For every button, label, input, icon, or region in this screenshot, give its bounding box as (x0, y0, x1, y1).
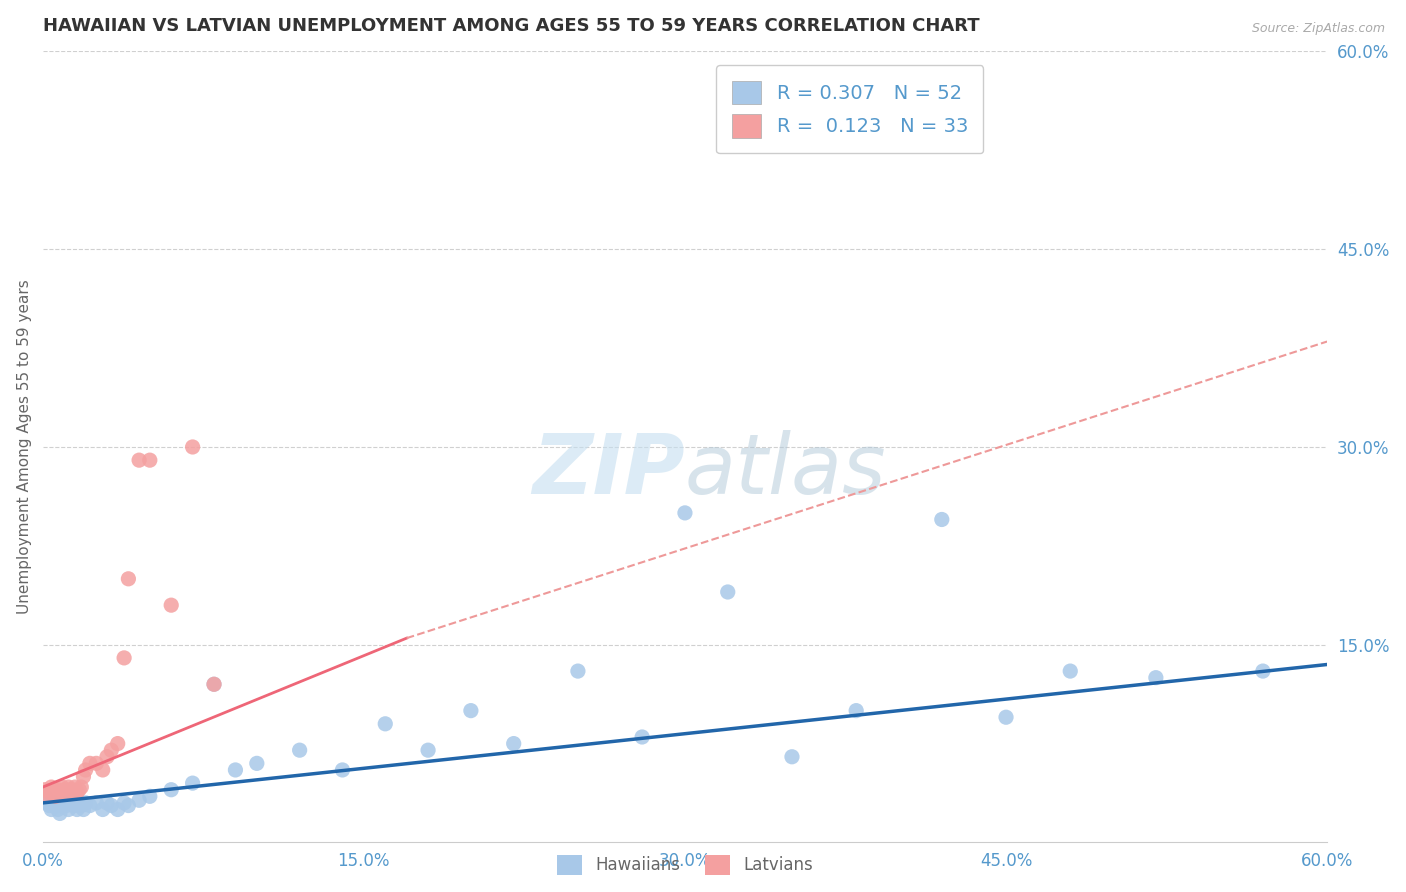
Point (53, 782, 76, 797)
Point (84, 796, 107, 810)
Point (63, 780, 86, 794)
Point (117, 798, 139, 813)
Point (53, 796, 76, 810)
Point (845, 704, 868, 718)
Point (202, 677, 225, 691)
Point (49, 806, 72, 821)
Point (45, 789, 67, 804)
Point (62, 793, 84, 807)
Point (717, 585, 740, 599)
Point (460, 704, 482, 718)
Point (84, 756, 107, 771)
Point (1144, 671, 1167, 685)
Point (160, 598, 183, 612)
Point (34, 782, 56, 797)
Point (51, 798, 73, 813)
Point (34, 789, 56, 804)
Y-axis label: Unemployment Among Ages 55 to 59 years: Unemployment Among Ages 55 to 59 years (17, 279, 32, 615)
Point (181, 440, 204, 454)
Text: HAWAIIAN VS LATVIAN UNEMPLOYMENT AMONG AGES 55 TO 59 YEARS CORRELATION CHART: HAWAIIAN VS LATVIAN UNEMPLOYMENT AMONG A… (42, 17, 980, 35)
Point (55, 785, 77, 799)
Point (70, 798, 93, 813)
Point (41, 780, 63, 794)
Text: Source: ZipAtlas.com: Source: ZipAtlas.com (1251, 22, 1385, 36)
Point (100, 743, 122, 757)
Point (91, 763, 114, 777)
Point (59, 782, 82, 797)
Legend: Hawaiians, Latvians: Hawaiians, Latvians (550, 848, 820, 881)
Point (288, 743, 311, 757)
Point (38, 785, 60, 799)
Point (79, 756, 101, 771)
Point (139, 789, 162, 804)
Point (160, 782, 183, 797)
Point (45, 798, 67, 813)
Point (91, 803, 114, 817)
Point (51, 780, 73, 794)
Point (62, 785, 84, 799)
Point (46, 803, 69, 817)
Point (79, 798, 101, 813)
Point (42, 785, 65, 799)
Point (112, 651, 135, 665)
Point (58, 780, 80, 794)
Point (202, 677, 225, 691)
Point (181, 776, 204, 790)
Point (59, 796, 82, 810)
Point (332, 763, 354, 777)
Point (128, 453, 150, 467)
Point (70, 780, 93, 794)
Point (107, 737, 129, 751)
Point (673, 506, 696, 520)
Point (631, 730, 654, 744)
Point (42, 796, 65, 810)
Point (58, 803, 80, 817)
Point (567, 664, 589, 678)
Point (96, 796, 118, 810)
Point (66, 803, 89, 817)
Point (995, 710, 1018, 724)
Point (374, 716, 396, 731)
Point (66, 785, 89, 799)
Point (100, 798, 122, 813)
Point (75, 796, 97, 810)
Point (1251, 664, 1274, 678)
Point (72, 803, 94, 817)
Point (112, 796, 135, 810)
Text: atlas: atlas (685, 430, 887, 511)
Point (107, 803, 129, 817)
Point (931, 512, 953, 526)
Text: ZIP: ZIP (533, 430, 685, 511)
Point (35, 796, 58, 810)
Point (224, 763, 246, 777)
Point (502, 737, 524, 751)
Point (55, 798, 77, 813)
Point (63, 798, 86, 813)
Point (416, 743, 439, 757)
Point (46, 782, 69, 797)
Point (49, 785, 72, 799)
Point (72, 770, 94, 784)
Point (35, 789, 58, 804)
Point (96, 749, 118, 764)
Point (139, 453, 162, 467)
Point (38, 798, 60, 813)
Point (75, 763, 97, 777)
Point (41, 803, 63, 817)
Point (246, 756, 269, 771)
Point (1059, 664, 1081, 678)
Point (67, 782, 90, 797)
Point (128, 793, 150, 807)
Point (780, 749, 803, 764)
Point (67, 796, 90, 810)
Point (117, 572, 139, 586)
